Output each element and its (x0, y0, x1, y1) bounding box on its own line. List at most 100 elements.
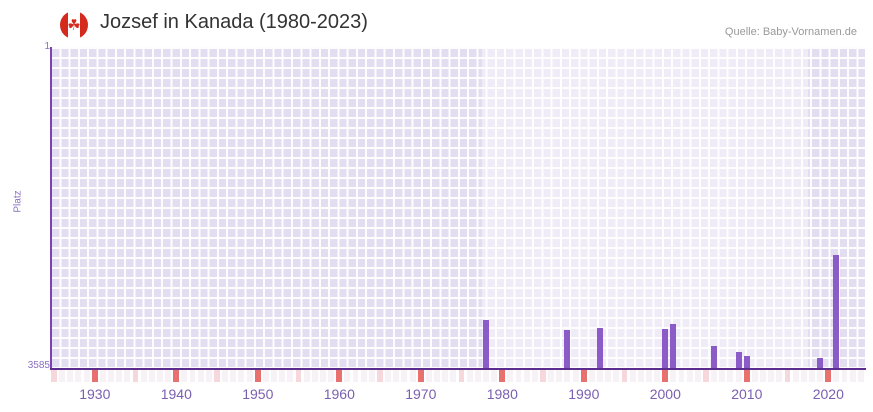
tick-cell-1967 (393, 370, 400, 382)
tick-cell-2010 (743, 370, 750, 382)
bar-2021[interactable] (833, 255, 840, 369)
tick-cell-2021 (833, 370, 840, 382)
tick-cell-1965 (377, 370, 383, 382)
plot-canvas (50, 47, 865, 369)
tick-cell-2020 (825, 370, 832, 382)
tick-cell-1991 (588, 370, 595, 382)
tick-cell-2019 (817, 370, 824, 382)
tick-cell-1960 (336, 370, 343, 382)
tick-cell-1977 (474, 370, 481, 382)
page-title: Jozsef in Kanada (1980-2023) (100, 11, 368, 33)
tick-cell-1993 (605, 370, 612, 382)
tick-cell-1940 (173, 370, 180, 382)
tick-cell-1988 (564, 370, 571, 382)
tick-cell-1953 (279, 370, 286, 382)
tick-cell-1942 (189, 370, 196, 382)
x-axis-label-1940: 1940 (160, 386, 192, 402)
tick-cell-1951 (262, 370, 269, 382)
tick-cell-1984 (531, 370, 538, 382)
tick-cell-1979 (491, 370, 498, 382)
tick-cell-1925 (51, 370, 57, 382)
tick-cell-1973 (442, 370, 449, 382)
x-axis-label-1960: 1960 (323, 386, 355, 402)
tick-cell-2018 (808, 370, 815, 382)
tick-cell-1980 (499, 370, 506, 382)
tick-cell-1992 (597, 370, 603, 382)
tick-cell-1941 (181, 370, 188, 382)
tick-cell-2002 (678, 370, 685, 382)
tick-cell-1957 (311, 370, 318, 382)
y-axis-tick-bottom: 3585 (27, 360, 50, 371)
tick-cell-1982 (515, 370, 522, 382)
bar-1988[interactable] (564, 330, 571, 369)
tick-cell-1962 (352, 370, 359, 382)
tick-cell-2013 (768, 370, 775, 382)
tick-cell-2014 (776, 370, 783, 382)
tick-cell-1929 (83, 370, 90, 382)
tick-cell-1949 (246, 370, 253, 382)
tick-cell-1948 (238, 370, 245, 382)
tick-cell-1976 (466, 370, 473, 382)
bar-1978[interactable] (482, 320, 489, 369)
tick-cell-1970 (417, 370, 424, 382)
tick-cell-1971 (425, 370, 432, 382)
maple-leaf-icon: ☘ (67, 16, 81, 34)
tick-cell-1939 (165, 370, 172, 382)
x-axis-label-1950: 1950 (242, 386, 274, 402)
tick-cell-1937 (148, 370, 155, 382)
tick-cell-1936 (140, 370, 147, 382)
tick-cell-1975 (458, 370, 465, 382)
flag-band-right (80, 11, 88, 39)
tick-cell-1968 (401, 370, 408, 382)
tick-cell-1998 (645, 370, 652, 382)
plot-grid (50, 47, 865, 369)
tick-cell-2015 (784, 370, 791, 382)
tick-cell-1934 (124, 370, 131, 382)
tick-cell-1978 (482, 370, 489, 382)
bar-2001[interactable] (670, 323, 677, 369)
tick-cell-2017 (800, 370, 807, 382)
tick-cell-2001 (670, 370, 677, 382)
bar-2010[interactable] (743, 355, 750, 369)
tick-cell-1983 (523, 370, 530, 382)
tick-cell-1931 (99, 370, 106, 382)
bar-2009[interactable] (735, 352, 742, 369)
y-axis-line (50, 47, 52, 370)
x-axis-label-1990: 1990 (568, 386, 600, 402)
tick-cell-2007 (719, 370, 726, 382)
tick-cell-2008 (727, 370, 734, 382)
y-axis-tick-top: 1 (44, 41, 50, 52)
bar-2000[interactable] (662, 329, 669, 369)
tick-cell-1963 (360, 370, 367, 382)
tick-cell-1994 (613, 370, 620, 382)
bar-1992[interactable] (597, 328, 604, 369)
tick-cell-2004 (694, 370, 701, 382)
tick-cell-1995 (621, 370, 628, 382)
tick-cell-2005 (703, 370, 709, 382)
tick-cell-1996 (629, 370, 636, 382)
tick-cell-1950 (254, 370, 261, 382)
tick-cell-1952 (271, 370, 277, 382)
tick-cell-1987 (556, 370, 563, 382)
bar-2006[interactable] (711, 346, 718, 369)
tick-cell-1926 (59, 370, 66, 382)
flag-band-left (60, 11, 68, 39)
tick-cell-1930 (91, 370, 98, 382)
tick-cell-1989 (572, 370, 579, 382)
tick-cell-1964 (368, 370, 375, 382)
tick-cell-1961 (344, 370, 351, 382)
tick-cell-1999 (654, 370, 661, 382)
x-axis-label-1930: 1930 (79, 386, 111, 402)
tick-cell-1974 (450, 370, 457, 382)
bar-2019[interactable] (817, 357, 824, 369)
tick-cell-1945 (214, 370, 220, 382)
x-axis-label-2010: 2010 (731, 386, 763, 402)
tick-cell-1972 (434, 370, 440, 382)
tick-cell-1946 (222, 370, 229, 382)
tick-cell-1947 (230, 370, 237, 382)
tick-cell-2012 (760, 370, 766, 382)
tick-cell-1956 (303, 370, 310, 382)
tick-cell-2003 (686, 370, 693, 382)
tick-cell-1986 (548, 370, 555, 382)
y-axis-title: Platz (12, 190, 24, 213)
